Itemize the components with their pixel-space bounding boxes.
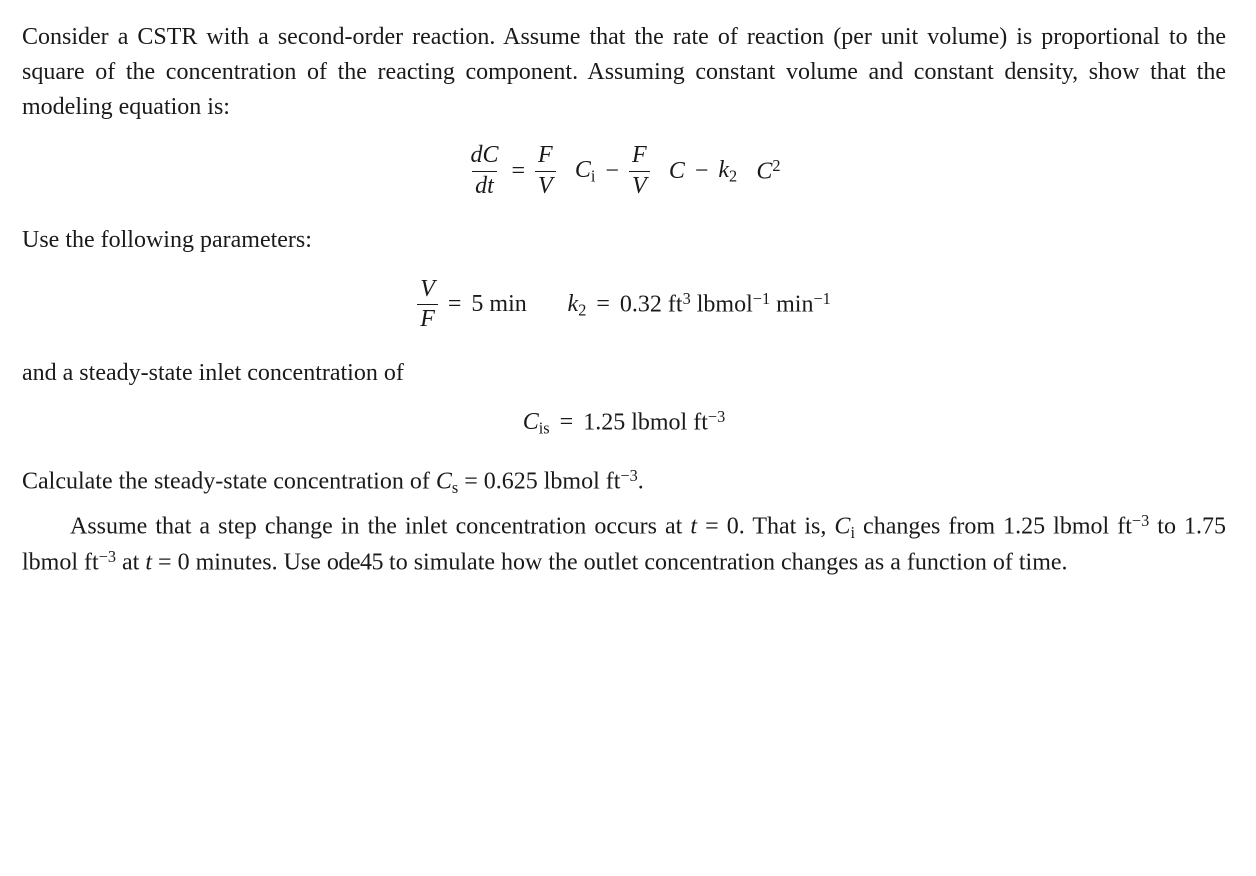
eq1-term1-fraction: F V bbox=[535, 143, 556, 198]
steady-state-paragraph: Calculate the steady-state concentration… bbox=[22, 464, 1226, 500]
step-change-paragraph: Assume that a step change in the inlet c… bbox=[22, 509, 1226, 580]
inlet-concentration-label: and a steady-state inlet concentration o… bbox=[22, 356, 1226, 391]
eq2-equals-1: = bbox=[444, 287, 466, 322]
eq2-value-2: 0.32 ft3 lbmol−1 min−1 bbox=[620, 287, 831, 322]
eq1-k2: k2 bbox=[718, 153, 737, 188]
eq1-term1-symbol: Ci bbox=[575, 153, 596, 188]
eq1-c-squared: C2 bbox=[756, 154, 780, 189]
eq2-value-1: 5 min bbox=[471, 287, 526, 322]
eq1-equals: = bbox=[507, 154, 529, 189]
eq1-minus-2: − bbox=[691, 154, 713, 189]
eq3-cis: Cis bbox=[523, 405, 550, 440]
eq3-equals: = bbox=[556, 405, 578, 440]
eq1-term2-symbol: C bbox=[669, 154, 685, 189]
equation-1: dC dt = F V Ci − F V C − k2 C2 bbox=[22, 138, 1226, 198]
intro-paragraph: Consider a CSTR with a second-order reac… bbox=[22, 20, 1226, 124]
eq2-equals-2: = bbox=[592, 287, 614, 322]
eq1-term2-fraction: F V bbox=[629, 143, 650, 198]
eq1-lhs-fraction: dC dt bbox=[467, 143, 501, 198]
eq1-minus-1: − bbox=[601, 154, 623, 189]
eq2-k2-symbol: k2 bbox=[568, 287, 587, 322]
parameters-label: Use the following parameters: bbox=[22, 223, 1226, 258]
equation-3: Cis = 1.25 lbmol ft−3 bbox=[22, 405, 1226, 440]
eq2-vf-fraction: V F bbox=[417, 277, 438, 332]
equation-2: V F = 5 min k2 = 0.32 ft3 lbmol−1 min−1 bbox=[22, 272, 1226, 332]
code-ode45: ode45 bbox=[327, 549, 383, 575]
eq3-value: 1.25 lbmol ft−3 bbox=[583, 405, 725, 440]
